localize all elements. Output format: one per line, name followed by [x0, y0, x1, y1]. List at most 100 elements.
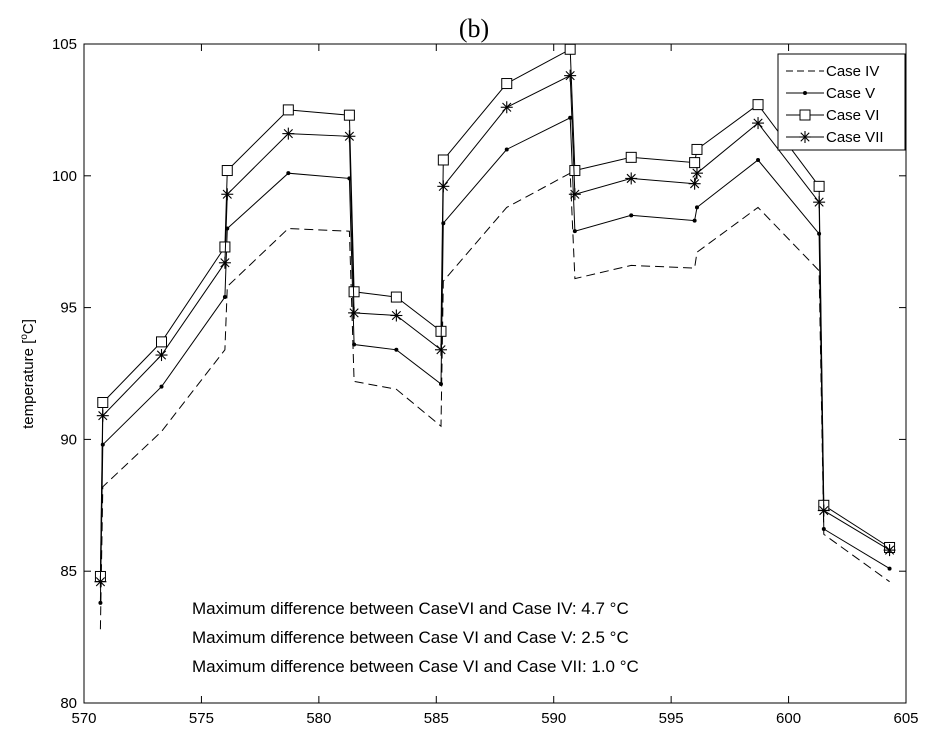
legend-label: Case VI [826, 107, 879, 124]
y-tick-label: 90 [60, 431, 77, 448]
annotations: Maximum difference between CaseVI and Ca… [192, 599, 639, 676]
data-point [752, 117, 765, 130]
data-point [394, 347, 399, 352]
x-tick-label: 605 [893, 710, 918, 727]
data-point [813, 196, 826, 209]
data-point [564, 43, 576, 55]
y-tick-label: 95 [60, 300, 77, 317]
data-point [352, 342, 357, 347]
data-point [625, 151, 637, 163]
y-tick-label: 100 [52, 168, 77, 185]
series-line [99, 48, 890, 577]
legend-item: Case VI [786, 107, 879, 124]
data-point [690, 167, 703, 180]
data-point [348, 306, 361, 319]
data-point [887, 566, 892, 571]
data-point [756, 157, 761, 162]
legend: Case IV Case V Case VI Case VII [777, 53, 906, 151]
data-point [568, 115, 573, 120]
data-point [390, 291, 402, 303]
data-point [159, 384, 164, 389]
series-line [99, 74, 890, 582]
data-point [688, 177, 701, 190]
data-point [694, 205, 699, 210]
x-tick-label: 595 [659, 710, 684, 727]
data-point [437, 180, 450, 193]
data-point [155, 349, 168, 362]
data-point [390, 309, 403, 322]
legend-label: Case V [826, 85, 875, 102]
data-point [222, 295, 227, 300]
legend-label: Case IV [826, 63, 879, 80]
y-axis-title-unit: C] [20, 319, 37, 334]
series-case-vi [94, 43, 896, 582]
data-point [441, 221, 446, 226]
data-point [629, 213, 634, 218]
data-point [98, 600, 103, 605]
y-axis-title: temperature [oC] [19, 319, 37, 429]
legend-item: Case V [786, 85, 875, 102]
series-layer [94, 43, 896, 630]
data-point [564, 69, 577, 82]
data-point [813, 180, 825, 192]
data-point [343, 109, 355, 121]
data-point [96, 409, 109, 422]
data-point [821, 527, 826, 532]
series-case-v [98, 115, 892, 605]
x-tick-label: 590 [541, 710, 566, 727]
legend-marker [803, 91, 807, 95]
data-point [501, 78, 513, 90]
data-point [883, 544, 896, 557]
x-tick-label: 570 [71, 710, 96, 727]
data-point [218, 256, 231, 269]
legend-label: Case VII [826, 129, 884, 146]
data-point [343, 130, 356, 143]
legend-marker [799, 109, 811, 121]
series-case-vii [94, 69, 896, 588]
series-line [99, 172, 890, 630]
data-point [97, 396, 109, 408]
data-point [691, 143, 703, 155]
data-point [94, 575, 107, 588]
x-tick-label: 575 [189, 710, 214, 727]
x-tick-label: 580 [306, 710, 331, 727]
legend-item: Case IV [786, 63, 879, 80]
y-tick-label: 85 [60, 563, 77, 580]
data-point [156, 336, 168, 348]
y-axis-title-degree: o [19, 334, 30, 340]
data-point [438, 382, 443, 387]
annotation-3: Maximum difference between Case VI and C… [192, 657, 639, 676]
data-point [625, 172, 638, 185]
data-point [221, 188, 234, 201]
annotation-1: Maximum difference between CaseVI and Ca… [192, 599, 629, 618]
legend-marker [799, 131, 811, 143]
plot-frame [83, 43, 907, 704]
data-point [504, 147, 509, 152]
data-point [286, 171, 291, 176]
y-tick-label: 105 [52, 36, 77, 53]
data-point [282, 127, 295, 140]
y-axis-title-main: temperature [ [20, 339, 37, 429]
data-point [572, 229, 577, 234]
y-axis: 80 85 90 95 100 105 [52, 36, 906, 712]
legend-box [777, 53, 906, 151]
data-point [692, 218, 697, 223]
x-axis: 570 575 580 585 590 595 600 605 [71, 44, 919, 727]
x-tick-label: 585 [424, 710, 449, 727]
x-tick-label: 600 [776, 710, 801, 727]
chart-title: (b) [459, 14, 489, 43]
data-point [221, 165, 233, 177]
data-point [282, 104, 294, 116]
data-point [569, 165, 581, 177]
legend-item: Case VII [786, 129, 884, 146]
data-point [437, 154, 449, 166]
series-case-iv [99, 172, 890, 630]
annotation-2: Maximum difference between Case VI and C… [192, 628, 629, 647]
data-point [568, 188, 581, 201]
y-tick-label: 80 [60, 695, 77, 712]
data-point [817, 504, 830, 517]
data-point [434, 343, 447, 356]
data-point [752, 99, 764, 111]
data-point [689, 157, 701, 169]
